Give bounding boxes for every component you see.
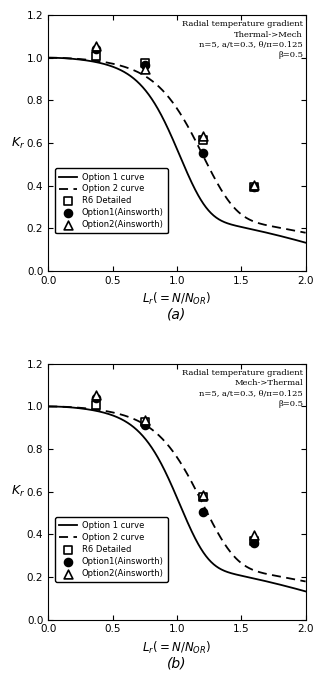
Option 1 curve bbox=[112, 412, 116, 420]
Option 1 curve bbox=[304, 587, 307, 595]
Line: Option 2 curve: Option 2 curve bbox=[48, 58, 306, 233]
Option2(Ainsworth) bbox=[142, 415, 147, 426]
R6 Detailed bbox=[200, 492, 205, 502]
Option 1 curve bbox=[92, 58, 96, 66]
Option1(Ainsworth) bbox=[94, 393, 99, 403]
Option2(Ainsworth) bbox=[94, 41, 99, 52]
Text: Radial temperature gradient
Mech->Thermal
n=5, a/t=0.3, θ/π=0.125
β=0.5: Radial temperature gradient Mech->Therma… bbox=[182, 369, 303, 408]
Option 2 curve bbox=[240, 559, 244, 567]
Option 2 curve bbox=[92, 405, 96, 414]
Option 2 curve bbox=[46, 402, 50, 410]
Option2(Ainsworth) bbox=[142, 64, 147, 75]
Option 2 curve bbox=[218, 533, 222, 541]
Option 1 curve bbox=[198, 194, 202, 202]
R6 Detailed bbox=[252, 181, 257, 192]
Option 2 curve bbox=[46, 54, 50, 62]
Line: Option 2 curve: Option 2 curve bbox=[48, 406, 306, 582]
Legend: Option 1 curve, Option 2 curve, R6 Detailed, Option1(Ainsworth), Option2(Ainswor: Option 1 curve, Option 2 curve, R6 Detai… bbox=[55, 517, 168, 582]
R6 Detailed bbox=[252, 536, 257, 546]
Option 2 curve bbox=[112, 60, 116, 68]
R6 Detailed bbox=[142, 58, 147, 68]
R6 Detailed bbox=[200, 134, 205, 145]
R6 Detailed bbox=[94, 400, 99, 411]
Text: Radial temperature gradient
Thermal->Mech
n=5, a/t=0.3, θ/π=0.125
β=0.5: Radial temperature gradient Thermal->Mec… bbox=[182, 20, 303, 60]
Option2(Ainsworth) bbox=[94, 389, 99, 400]
X-axis label: $L_r(= N / N_{OR})$: $L_r(= N / N_{OR})$ bbox=[142, 292, 212, 307]
Option1(Ainsworth) bbox=[142, 419, 147, 430]
Option 2 curve bbox=[218, 184, 222, 192]
Option1(Ainsworth) bbox=[252, 181, 257, 192]
Option 1 curve bbox=[163, 118, 167, 126]
Text: (a): (a) bbox=[167, 307, 187, 321]
Option2(Ainsworth) bbox=[200, 490, 205, 500]
R6 Detailed bbox=[142, 417, 147, 428]
Y-axis label: $K_r$: $K_r$ bbox=[11, 484, 25, 499]
Line: Option 1 curve: Option 1 curve bbox=[48, 406, 306, 591]
Option 1 curve bbox=[46, 54, 50, 62]
Option 2 curve bbox=[198, 494, 202, 502]
Option 1 curve bbox=[46, 402, 50, 410]
Option 1 curve bbox=[198, 543, 202, 551]
Option 1 curve bbox=[163, 466, 167, 475]
Option2(Ainsworth) bbox=[252, 179, 257, 190]
Option 2 curve bbox=[304, 228, 307, 237]
Option1(Ainsworth) bbox=[200, 506, 205, 517]
Option2(Ainsworth) bbox=[200, 130, 205, 141]
Option 2 curve bbox=[112, 409, 116, 417]
Option 1 curve bbox=[92, 406, 96, 414]
Option 2 curve bbox=[163, 437, 167, 445]
R6 Detailed bbox=[94, 50, 99, 61]
Option1(Ainsworth) bbox=[252, 538, 257, 549]
Option 1 curve bbox=[218, 565, 222, 573]
Option 1 curve bbox=[304, 239, 307, 247]
Option2(Ainsworth) bbox=[252, 530, 257, 541]
Option1(Ainsworth) bbox=[94, 44, 99, 55]
Text: (b): (b) bbox=[167, 656, 187, 670]
Option 2 curve bbox=[240, 211, 244, 219]
Option 2 curve bbox=[92, 56, 96, 64]
Option1(Ainsworth) bbox=[200, 147, 205, 158]
Option1(Ainsworth) bbox=[142, 60, 147, 71]
Option 1 curve bbox=[240, 223, 244, 231]
Line: Option 1 curve: Option 1 curve bbox=[48, 58, 306, 243]
Option 2 curve bbox=[163, 89, 167, 97]
Option 1 curve bbox=[112, 63, 116, 71]
Option 2 curve bbox=[304, 578, 307, 586]
Legend: Option 1 curve, Option 2 curve, R6 Detailed, Option1(Ainsworth), Option2(Ainswor: Option 1 curve, Option 2 curve, R6 Detai… bbox=[55, 168, 168, 233]
Option 1 curve bbox=[218, 216, 222, 224]
Option 1 curve bbox=[240, 572, 244, 580]
Option 2 curve bbox=[198, 145, 202, 153]
X-axis label: $L_r(= N / N_{OR})$: $L_r(= N / N_{OR})$ bbox=[142, 640, 212, 656]
Y-axis label: $K_r$: $K_r$ bbox=[11, 136, 25, 151]
